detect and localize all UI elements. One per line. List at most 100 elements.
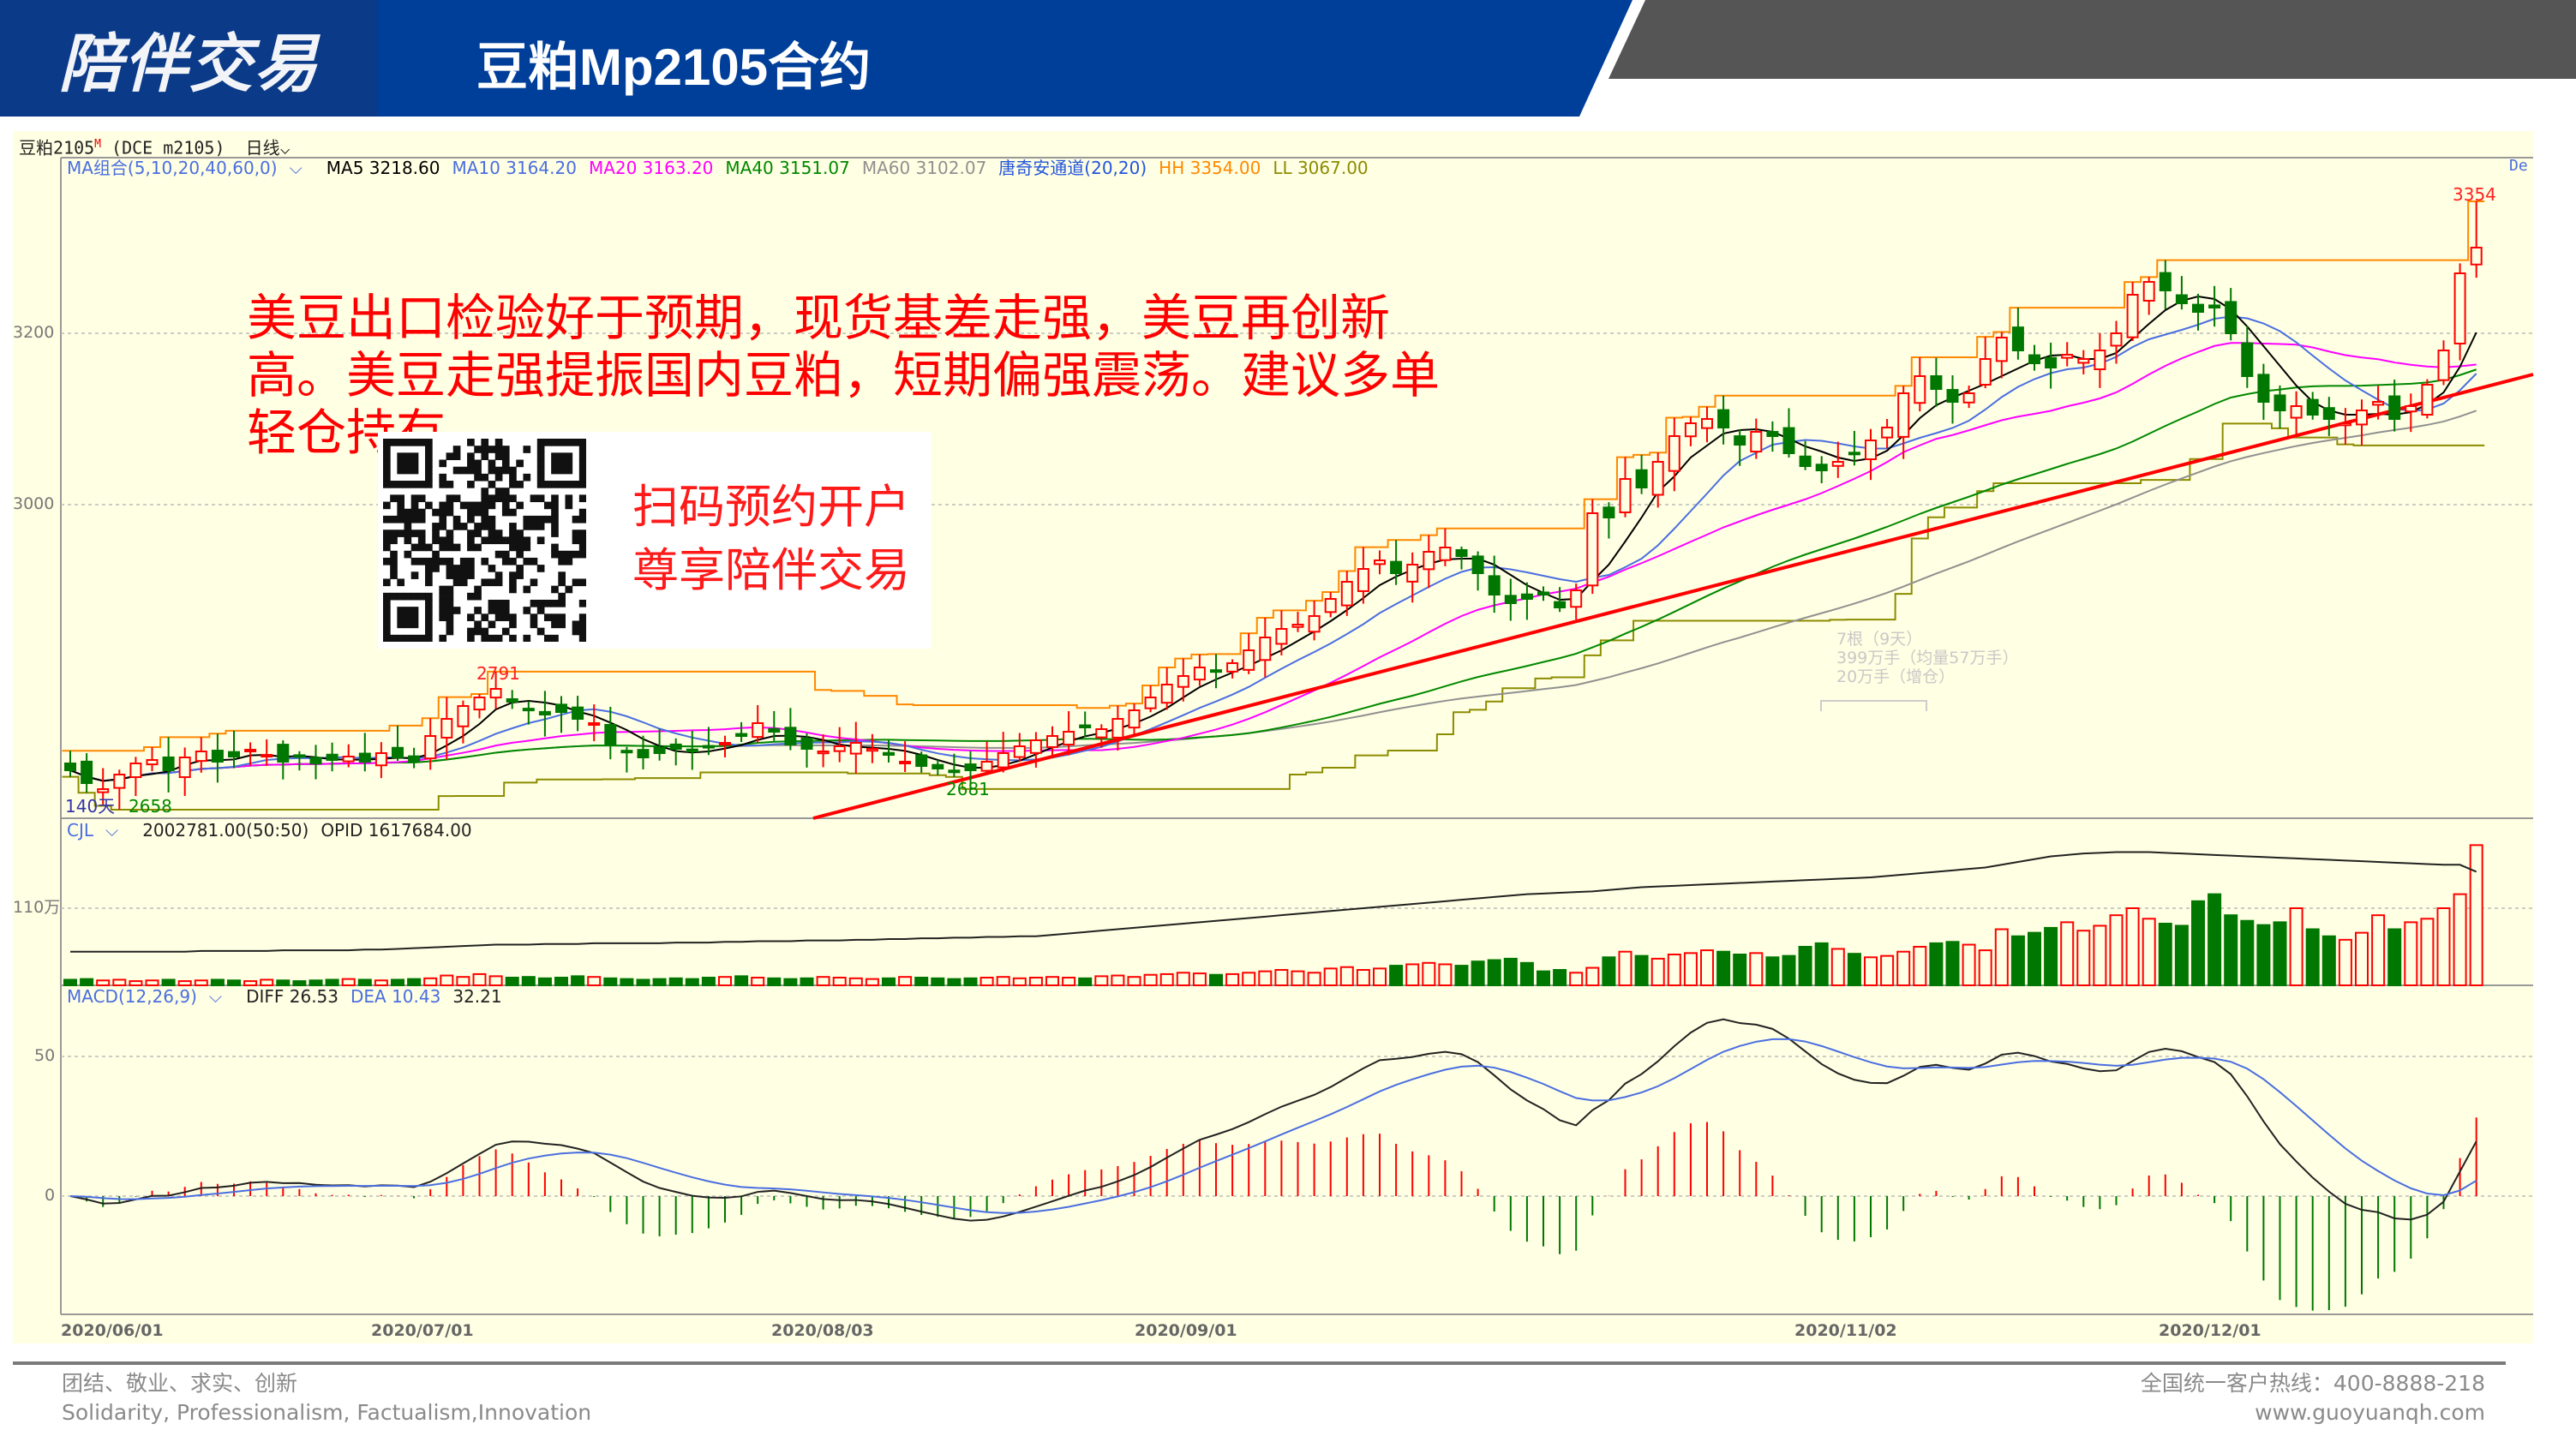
volume-bar — [1307, 972, 1321, 986]
volume-bar — [734, 975, 749, 987]
candle-up — [2437, 350, 2450, 381]
qr-module — [516, 459, 524, 468]
qr-module — [474, 523, 482, 530]
qr-module — [410, 557, 419, 565]
candle-up — [424, 735, 437, 760]
qr-module — [439, 481, 447, 488]
volume-bar — [1929, 942, 1944, 986]
volume-bar — [292, 980, 307, 987]
qr-module — [481, 627, 489, 636]
qr-module — [425, 620, 433, 629]
qr-module — [565, 452, 573, 461]
qr-module — [523, 446, 531, 453]
qr-module — [509, 494, 517, 503]
qr-module — [558, 550, 566, 559]
volume-bar — [1242, 972, 1256, 986]
qr-module — [481, 494, 489, 503]
candle-up — [752, 722, 764, 739]
ma-group-selector[interactable]: MA组合(5,10,20,40,60,0) ⌵ — [67, 158, 303, 178]
qr-module — [459, 501, 468, 510]
volume-bar — [1765, 956, 1780, 986]
volume-bar — [1454, 965, 1469, 987]
candle-down — [768, 727, 781, 733]
volume-bar — [260, 978, 274, 987]
qr-module — [488, 607, 496, 614]
volume-bar — [587, 976, 602, 986]
qr-module — [481, 515, 489, 524]
qr-module — [452, 523, 461, 530]
qr-module — [390, 571, 398, 579]
qr-module — [467, 557, 475, 565]
ma5-line — [69, 295, 2477, 782]
qr-module — [501, 536, 510, 545]
qr-module — [530, 599, 538, 607]
symbol-flag: M — [94, 138, 101, 151]
volume-selector[interactable]: CJL ⌵ — [67, 820, 119, 841]
qr-module — [439, 459, 447, 468]
candle-up — [1979, 358, 1992, 386]
macd-selector[interactable]: MACD(12,26,9) ⌵ — [67, 986, 223, 1007]
qr-module — [467, 508, 475, 517]
candle-down — [1635, 469, 1648, 488]
qr-module — [459, 571, 468, 579]
volume-bar — [2469, 844, 2483, 987]
volume-bar — [2224, 914, 2238, 986]
qr-module — [516, 565, 524, 572]
candle-down — [162, 756, 175, 772]
qr-module — [565, 585, 573, 594]
volume-bar — [2289, 907, 2303, 986]
dea-value: DEA 10.43 — [350, 986, 441, 1007]
qr-module — [551, 530, 559, 537]
qr-module — [494, 550, 503, 559]
candle-down — [669, 743, 682, 751]
volume-bar — [1978, 949, 1992, 987]
qr-module — [404, 466, 412, 475]
qr-module — [578, 613, 586, 621]
volume-bar — [1159, 972, 1174, 986]
qr-module — [467, 536, 475, 545]
candle-down — [964, 763, 977, 772]
qr-module — [558, 578, 566, 587]
volume-bar — [832, 977, 847, 986]
qr-module — [572, 627, 580, 636]
qr-module — [565, 466, 573, 475]
bar-count-label: 140天 — [65, 796, 116, 817]
period-selector[interactable]: 日线⌵ — [245, 137, 291, 159]
qr-module — [488, 578, 496, 587]
volume-bar — [1012, 977, 1027, 987]
qr-module — [509, 481, 517, 488]
qr-module — [488, 515, 496, 524]
qr-module — [523, 557, 531, 565]
qr-module — [494, 578, 503, 587]
price-tick: 3200 — [13, 323, 55, 342]
qr-module — [558, 459, 566, 468]
candle-down — [2028, 354, 2040, 365]
volume-bar — [63, 978, 77, 987]
qr-module — [558, 599, 566, 607]
qr-module — [404, 452, 412, 461]
qr-module — [417, 515, 426, 524]
qr-module — [467, 452, 475, 461]
volume-bar — [2191, 900, 2205, 987]
volume-bar — [1634, 954, 1649, 986]
qr-module — [446, 620, 454, 629]
volume-bar — [1258, 970, 1273, 986]
qr-module — [572, 620, 580, 629]
qr-code[interactable] — [383, 439, 586, 642]
qr-module — [543, 439, 552, 446]
volume-bar — [2076, 930, 2091, 986]
volume-bar — [1585, 966, 1600, 986]
qr-module — [467, 481, 475, 488]
qr-module — [417, 508, 426, 517]
qr-module — [481, 536, 489, 545]
qr-module — [446, 557, 454, 565]
qr-module — [558, 452, 566, 461]
qr-module — [558, 557, 566, 565]
qr-module — [578, 599, 586, 607]
qr-module — [467, 459, 475, 468]
qr-module — [383, 557, 391, 565]
qr-module — [509, 543, 517, 552]
candle-down — [686, 748, 698, 753]
candle-down — [2011, 326, 2024, 351]
